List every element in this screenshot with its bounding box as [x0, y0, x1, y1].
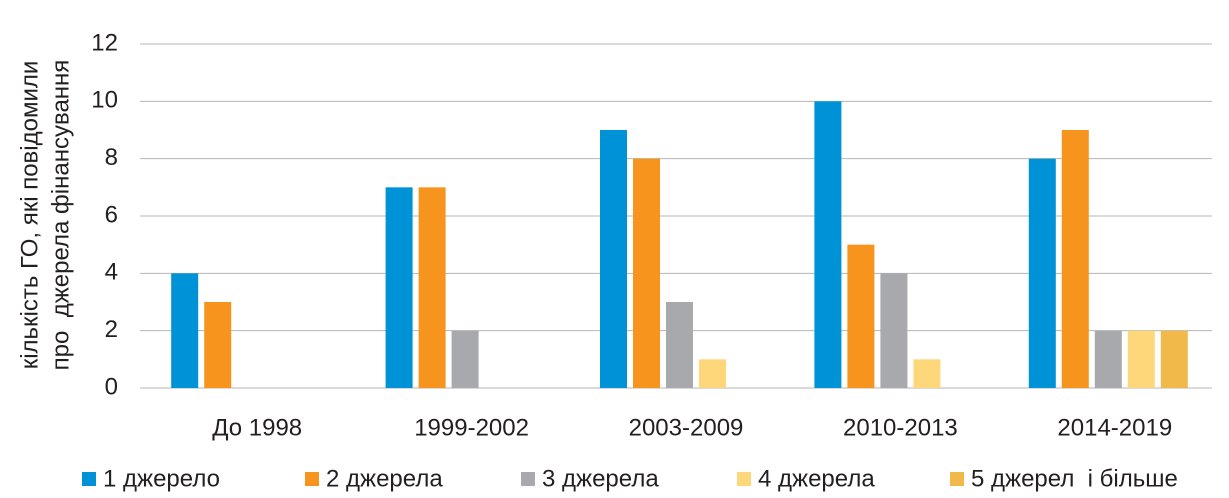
legend-swatch — [82, 472, 96, 486]
bar — [171, 273, 199, 388]
legend-label: 5 джерел і більше — [971, 465, 1178, 492]
x-tick-label: 2010-2013 — [843, 414, 958, 441]
y-tick-label: 2 — [105, 316, 118, 343]
legend-swatch — [950, 472, 964, 486]
legend-swatch — [737, 472, 751, 486]
bar — [633, 158, 660, 388]
bar — [880, 273, 908, 388]
bar — [1094, 330, 1122, 388]
x-tick-label: 1999-2002 — [414, 414, 529, 441]
y-tick-label: 10 — [91, 87, 118, 114]
y-tick-label: 12 — [91, 29, 118, 56]
y-axis-label: кількість ГО, які повідомили про джерела… — [16, 60, 74, 371]
bar — [666, 302, 693, 388]
x-tick-label: До 1998 — [212, 414, 302, 441]
bar — [1061, 130, 1089, 388]
y-tick-label: 6 — [105, 201, 118, 228]
y-tick-label: 4 — [105, 259, 118, 286]
bar — [418, 187, 446, 388]
bar — [1127, 330, 1155, 388]
bar — [814, 101, 842, 388]
bar — [847, 244, 875, 388]
x-tick-label: 2014-2019 — [1057, 414, 1172, 441]
legend-label: 2 джерела — [326, 465, 443, 492]
legend-swatch — [305, 472, 319, 486]
bar — [385, 187, 413, 388]
bar — [451, 330, 479, 388]
bar — [600, 130, 627, 388]
bar — [204, 302, 232, 388]
legend-label: 4 джерела — [758, 465, 875, 492]
bar — [913, 359, 941, 388]
y-axis-label-line: про джерела фінансування — [47, 60, 74, 371]
y-axis-label-line: кількість ГО, які повідомили — [16, 61, 43, 370]
bar — [699, 359, 726, 388]
legend-label: 3 джерела — [542, 465, 659, 492]
bar — [1160, 330, 1188, 388]
bar — [1028, 158, 1056, 388]
legend-swatch — [521, 472, 535, 486]
y-tick-label: 0 — [105, 373, 118, 400]
x-tick-label: 2003-2009 — [629, 414, 744, 441]
y-tick-label: 8 — [105, 144, 118, 171]
legend-label: 1 джерело — [103, 465, 220, 492]
